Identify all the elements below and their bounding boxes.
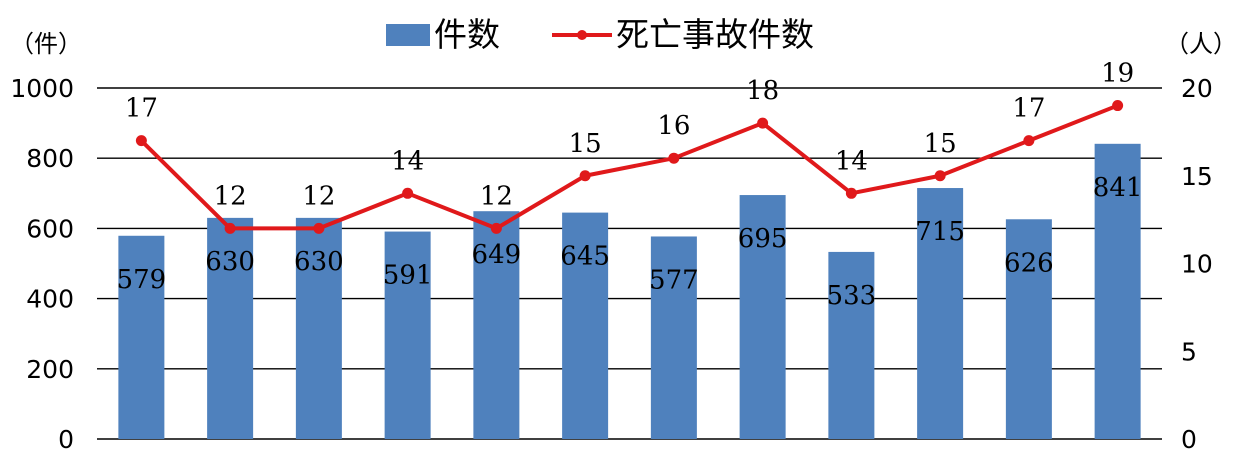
line-point bbox=[402, 187, 414, 199]
bar-data-label: 533 bbox=[827, 281, 877, 311]
bars bbox=[118, 143, 1141, 439]
bar-data-label: 645 bbox=[560, 242, 610, 272]
line-series bbox=[135, 100, 1124, 234]
bar bbox=[1094, 143, 1141, 439]
left-axis-tick-label: 400 bbox=[26, 285, 74, 314]
line-point bbox=[490, 222, 502, 234]
bar-data-label: 715 bbox=[915, 217, 965, 247]
bar bbox=[650, 236, 697, 439]
left-axis-tick-label: 600 bbox=[26, 214, 74, 243]
line-point bbox=[934, 170, 946, 182]
line-data-label: 15 bbox=[924, 129, 957, 159]
line-data-label: 12 bbox=[302, 181, 335, 211]
bar bbox=[1005, 219, 1052, 439]
bar bbox=[828, 251, 875, 439]
bar-data-label: 630 bbox=[294, 247, 344, 277]
bar bbox=[118, 235, 165, 439]
bar-data-label: 649 bbox=[472, 240, 522, 270]
bar-data-label: 841 bbox=[1093, 173, 1143, 203]
line-data-label: 15 bbox=[569, 129, 602, 159]
bar-data-label: 579 bbox=[117, 265, 167, 295]
line-data-label: 17 bbox=[125, 94, 158, 124]
line-path bbox=[139, 103, 1119, 231]
right-axis-tick-label: 20 bbox=[1181, 74, 1213, 103]
line-data-label: 14 bbox=[835, 146, 868, 176]
legend: 件数 死亡事故件数 bbox=[386, 15, 814, 54]
right-axis: 0 5 10 15 20 bbox=[1181, 74, 1213, 451]
bar-data-label: 695 bbox=[738, 224, 788, 254]
line-data-label: 16 bbox=[657, 111, 690, 141]
line-point bbox=[313, 222, 325, 234]
bar-data-label: 577 bbox=[649, 265, 699, 295]
right-axis-tick-label: 10 bbox=[1181, 250, 1213, 279]
bar-labels: 579 630 630 591 649 645 577 695 533 715 626 841 bbox=[117, 173, 1143, 311]
bar-data-label: 591 bbox=[383, 261, 433, 291]
left-axis: 0 200 400 600 800 1000 bbox=[10, 74, 74, 451]
bar bbox=[295, 217, 342, 439]
line-point bbox=[1023, 135, 1035, 147]
left-axis-tick-label: 200 bbox=[26, 355, 74, 384]
left-axis-tick-label: 1000 bbox=[10, 74, 74, 103]
bar bbox=[384, 231, 431, 439]
line-data-label: 17 bbox=[1012, 94, 1045, 124]
bar-data-label: 626 bbox=[1004, 248, 1054, 278]
line-point bbox=[224, 222, 236, 234]
legend-bar-swatch bbox=[386, 24, 430, 46]
bar bbox=[739, 195, 786, 439]
right-axis-tick-label: 5 bbox=[1181, 337, 1197, 366]
left-axis-tick-label: 0 bbox=[58, 425, 74, 451]
gridlines bbox=[97, 87, 1162, 440]
right-axis-tick-label: 15 bbox=[1181, 162, 1213, 191]
line-data-label: 12 bbox=[214, 181, 247, 211]
line-labels: 17 12 12 14 12 15 16 18 14 15 17 19 bbox=[125, 59, 1134, 212]
legend-bar-label: 件数 bbox=[434, 15, 500, 54]
line-point bbox=[135, 135, 147, 147]
bar bbox=[207, 217, 254, 439]
bar bbox=[562, 212, 609, 439]
right-axis-tick-label: 0 bbox=[1181, 425, 1197, 451]
line-data-label: 18 bbox=[746, 76, 779, 106]
bar bbox=[473, 211, 520, 439]
line-point bbox=[579, 170, 591, 182]
line-point bbox=[757, 117, 769, 129]
bar-data-label: 630 bbox=[205, 247, 255, 277]
line-data-label: 12 bbox=[480, 181, 513, 211]
bar bbox=[917, 188, 964, 439]
left-axis-tick-label: 800 bbox=[26, 144, 74, 173]
line-data-label: 19 bbox=[1101, 59, 1134, 89]
left-axis-unit: （件） bbox=[10, 30, 82, 58]
legend-line-marker bbox=[577, 30, 587, 40]
line-data-label: 14 bbox=[391, 146, 424, 176]
line-point bbox=[668, 152, 680, 164]
line-point bbox=[1112, 100, 1124, 112]
legend-line-label: 死亡事故件数 bbox=[616, 15, 814, 54]
line-point bbox=[845, 187, 857, 199]
right-axis-unit: （人） bbox=[1165, 30, 1234, 58]
